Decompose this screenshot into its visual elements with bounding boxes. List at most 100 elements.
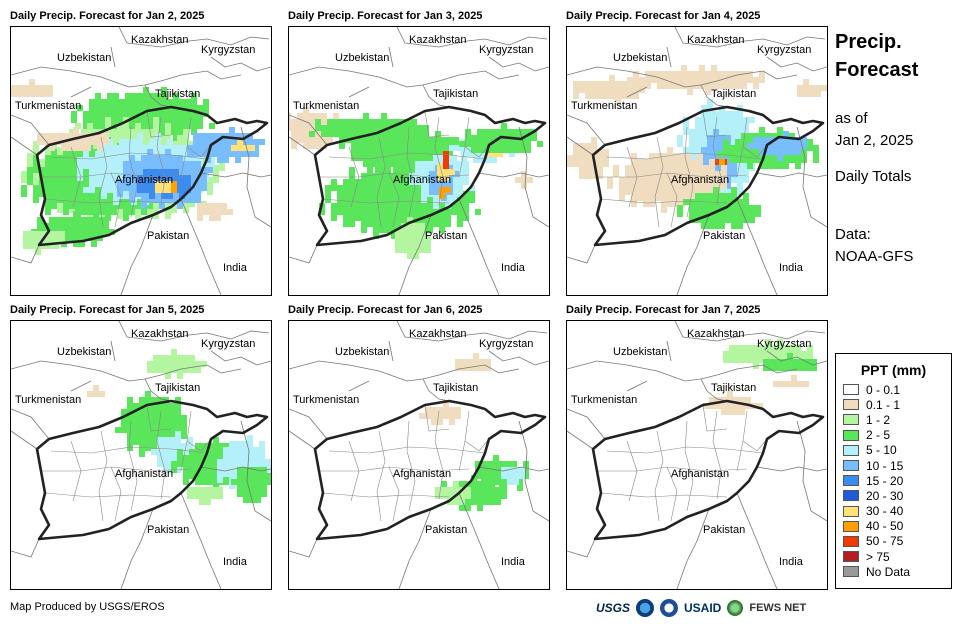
precip-cell xyxy=(157,397,163,403)
precip-cell xyxy=(203,203,209,209)
precip-cell xyxy=(327,137,333,143)
precip-cell xyxy=(591,167,597,173)
precip-cell xyxy=(113,157,119,163)
precip-cell xyxy=(357,125,363,131)
precip-cell xyxy=(201,449,207,455)
precip-cell xyxy=(167,193,173,199)
precip-cell xyxy=(169,443,175,449)
precip-cell xyxy=(355,179,361,185)
precip-cell xyxy=(55,217,61,223)
precip-cell xyxy=(477,129,483,135)
precip-cell xyxy=(661,171,667,177)
precip-cell xyxy=(51,155,57,161)
precip-cell xyxy=(731,171,737,177)
precip-cell xyxy=(37,139,43,145)
precip-cell xyxy=(167,139,173,145)
precip-cell xyxy=(127,397,133,403)
precip-cell xyxy=(175,437,181,443)
country-label: India xyxy=(501,262,526,274)
precip-cell xyxy=(309,119,315,125)
precip-cell xyxy=(135,191,141,197)
precip-cell xyxy=(607,183,613,189)
precip-cell xyxy=(355,209,361,215)
province-border xyxy=(712,116,722,206)
precip-cell xyxy=(249,485,255,491)
precip-cell xyxy=(57,167,63,173)
precip-cell xyxy=(141,135,147,141)
precip-cell xyxy=(73,145,79,151)
precip-cell xyxy=(119,145,125,151)
precip-cell xyxy=(105,191,111,197)
precip-cell xyxy=(61,133,67,139)
precip-cell xyxy=(351,143,357,149)
precip-cell xyxy=(125,105,131,111)
country-label: Kazakhstan xyxy=(131,34,188,46)
precip-cell xyxy=(51,191,57,197)
precip-cell xyxy=(441,487,447,493)
precip-cell xyxy=(465,499,471,505)
precip-cell xyxy=(157,433,163,439)
precip-cell xyxy=(645,71,651,77)
precip-cell xyxy=(369,161,375,167)
precip-cell xyxy=(501,473,507,479)
precip-cell xyxy=(423,131,429,137)
country-label: India xyxy=(223,262,248,274)
precip-cell xyxy=(721,409,727,415)
precip-cell xyxy=(431,413,437,419)
precip-cell xyxy=(369,143,375,149)
country-border xyxy=(396,27,548,48)
precip-cell xyxy=(433,197,439,203)
country-border xyxy=(180,492,222,589)
precip-cell xyxy=(613,171,619,177)
precip-cell xyxy=(809,91,815,97)
precip-cell xyxy=(477,487,483,493)
precip-cell xyxy=(663,71,669,77)
precip-cell xyxy=(443,169,449,175)
precip-cell xyxy=(627,77,633,83)
precip-cell xyxy=(157,455,163,461)
precip-cell xyxy=(403,197,409,203)
precip-cell xyxy=(699,71,705,77)
precip-cell xyxy=(645,83,651,89)
precip-cell xyxy=(525,129,531,135)
precip-cell xyxy=(243,479,249,485)
precip-cell xyxy=(783,157,789,163)
precip-cell xyxy=(139,421,145,427)
precip-cell xyxy=(157,437,163,443)
country-border xyxy=(289,408,328,440)
precip-cell xyxy=(191,123,197,129)
precip-cell xyxy=(395,247,401,253)
precip-cell xyxy=(471,499,477,505)
precip-cell xyxy=(11,91,17,97)
precip-cell xyxy=(713,141,719,147)
precip-cell xyxy=(703,403,709,409)
precip-cell xyxy=(131,145,137,151)
precip-cell xyxy=(435,189,441,195)
precip-cell xyxy=(69,129,75,135)
precip-cell xyxy=(325,191,331,197)
precip-cell xyxy=(701,193,707,199)
precip-cell xyxy=(509,151,515,157)
precip-cell xyxy=(67,217,73,223)
precip-cell xyxy=(123,185,129,191)
precip-cell xyxy=(89,99,95,105)
precip-cell xyxy=(373,221,379,227)
precip-cell xyxy=(421,185,427,191)
province-border xyxy=(44,198,172,204)
precip-cell xyxy=(337,209,343,215)
precip-cell xyxy=(673,189,679,195)
province-border xyxy=(606,152,764,160)
precip-cell xyxy=(689,147,695,153)
precip-cell xyxy=(139,445,145,451)
precip-cell xyxy=(527,177,533,183)
precip-cell xyxy=(421,161,427,167)
precip-cell xyxy=(349,221,355,227)
precip-cell xyxy=(107,93,113,99)
precip-cell xyxy=(753,151,759,157)
precip-cell xyxy=(367,215,373,221)
precip-cell xyxy=(701,223,707,229)
precip-cell xyxy=(499,461,505,467)
precip-cell xyxy=(379,221,385,227)
precip-cell xyxy=(217,477,223,483)
precip-cell xyxy=(433,221,439,227)
